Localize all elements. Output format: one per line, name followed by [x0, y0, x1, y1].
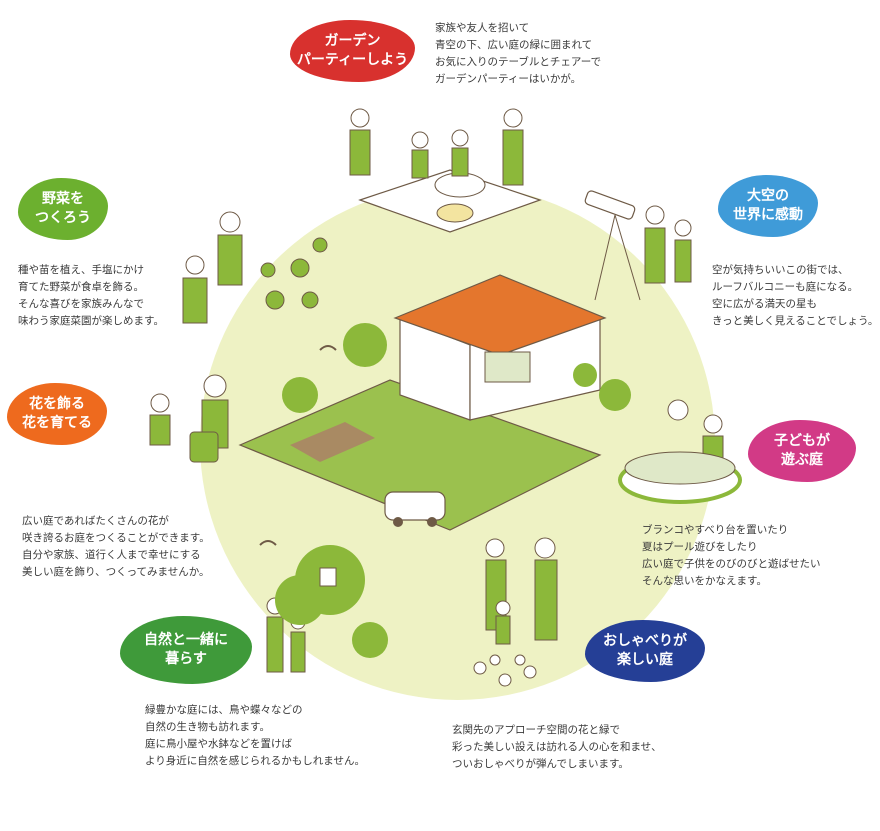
bird — [259, 540, 277, 546]
car — [384, 491, 446, 521]
birdhouse — [319, 567, 337, 587]
vegetable-patch — [290, 422, 375, 462]
ball — [667, 399, 689, 421]
tree — [343, 323, 387, 367]
lawn-border — [238, 379, 602, 531]
kids-title: 子どもが 遊ぶ庭 — [748, 420, 856, 482]
bird — [319, 345, 337, 351]
party-table — [358, 169, 542, 233]
garden-party-title: ガーデン パーティーしよう — [290, 20, 415, 82]
tree — [573, 363, 597, 387]
kids-description: ブランコやすべり台を置いたり 夏はプール遊びをしたり 広い庭で子供をのびのびと遊… — [642, 524, 821, 587]
watering-can — [189, 431, 219, 463]
person-figure — [149, 108, 724, 673]
lawn — [240, 380, 600, 530]
garden-party-description: 家族や友人を招いて 青空の下、広い庭の緑に囲まれて お気に入りのテーブルとチェア… — [435, 22, 602, 85]
chatting-description: 玄関先のアプローチ空間の花と緑で 彩った美しい設えは訪れる人の心を和ませ、 つい… — [452, 724, 662, 770]
house-window — [484, 351, 531, 383]
grill-plate — [434, 172, 486, 198]
vegetable-plants — [260, 237, 328, 310]
tree — [599, 379, 631, 411]
sky-description: 空が気持ちいいこの街では、 ルーフバルコニーも庭になる。 空に広がる満天の星も … — [712, 264, 879, 327]
flowers-title: 花を飾る 花を育てる — [7, 383, 107, 445]
nature-title: 自然と一緒に 暮らす — [120, 616, 252, 684]
tree — [275, 575, 325, 625]
vegetables-description: 種や苗を植え、手塩にかけ 育てた野菜が食卓を飾る。 そんな喜びを家族みんなで 味… — [18, 264, 164, 327]
house-roof — [393, 274, 607, 356]
chatting-title: おしゃべりが 楽しい庭 — [585, 620, 705, 682]
tree — [352, 622, 388, 658]
nature-description: 緑豊かな庭には、鳥や蝶々などの 自然の生き物も訪れます。 庭に鳥小屋や水鉢などを… — [145, 704, 365, 767]
vegetables-title: 野菜を つくろう — [18, 178, 108, 240]
flowers-description: 広い庭であればたくさんの花が 咲き誇るお庭をつくることができます。 自分や家族、… — [22, 515, 210, 578]
tree — [282, 377, 318, 413]
flower-bed — [473, 654, 537, 687]
telescope — [584, 190, 636, 220]
sky-title: 大空の 世界に感動 — [718, 175, 818, 237]
plate — [436, 203, 474, 223]
